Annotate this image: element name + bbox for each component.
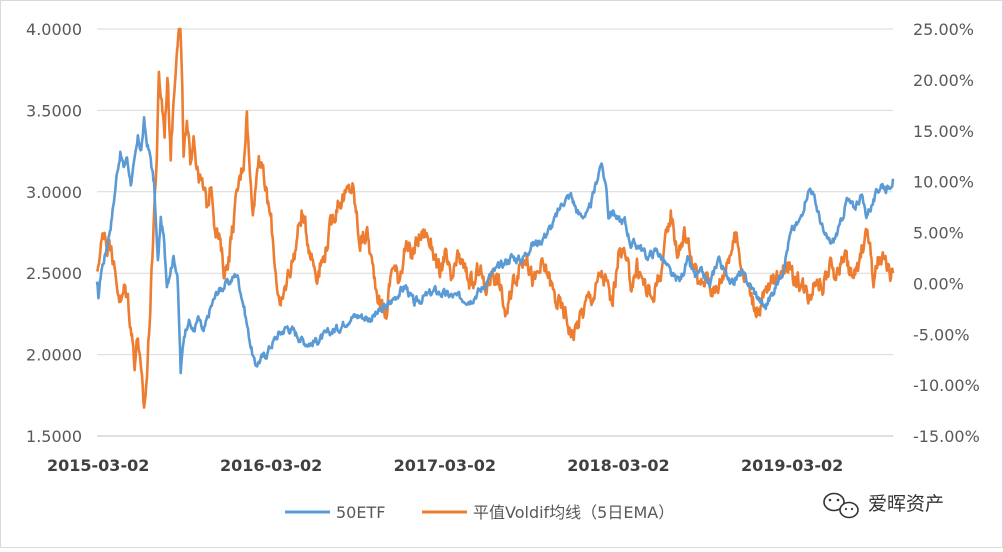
y-right-tick-label: 10.00% [913, 173, 974, 192]
x-tick-label: 2019-03-02 [741, 456, 843, 475]
y-right-tick-label: 20.00% [913, 71, 974, 90]
watermark: 爱晖资产 [823, 492, 944, 519]
y-left-tick-label: 2.0000 [26, 346, 82, 365]
y-left-tick-label: 4.0000 [26, 20, 82, 39]
x-tick-label: 2017-03-02 [394, 456, 496, 475]
y-right-tick-label: 25.00% [913, 20, 974, 39]
y-right-tick-label: -15.00% [913, 427, 980, 446]
series-lines [95, 27, 895, 409]
y-left-tick-label: 3.0000 [26, 183, 82, 202]
x-tick-label: 2016-03-02 [220, 456, 322, 475]
y-right-tick-label: 15.00% [913, 122, 974, 141]
y-right-tick-label: 0.00% [913, 274, 964, 293]
wechat-icon [823, 492, 859, 519]
x-tick-label: 2015-03-02 [47, 456, 149, 475]
tick-labels: 1.5000 2.0000 2.5000 3.0000 3.5000 4.0000 -15.… [26, 20, 980, 475]
y-left-tick-label: 2.5000 [26, 264, 82, 283]
series-line-voldif [95, 27, 895, 409]
watermark-text: 爱晖资产 [868, 493, 944, 515]
legend-label-50etf: 50ETF [336, 503, 385, 522]
series-line-50etf [95, 116, 895, 375]
grid-lines [97, 28, 893, 437]
x-tick-label: 2018-03-02 [567, 456, 669, 475]
y-right-tick-label: -5.00% [913, 325, 970, 344]
y-left-tick-label: 3.5000 [26, 101, 82, 120]
y-right-tick-label: 5.00% [913, 224, 964, 243]
y-left-tick-label: 1.5000 [26, 427, 82, 446]
legend-label-voldif: 平值Voldif均线（5日EMA） [473, 503, 674, 522]
y-right-tick-label: -10.00% [913, 376, 980, 395]
legend: 50ETF 平值Voldif均线（5日EMA） [285, 503, 674, 522]
